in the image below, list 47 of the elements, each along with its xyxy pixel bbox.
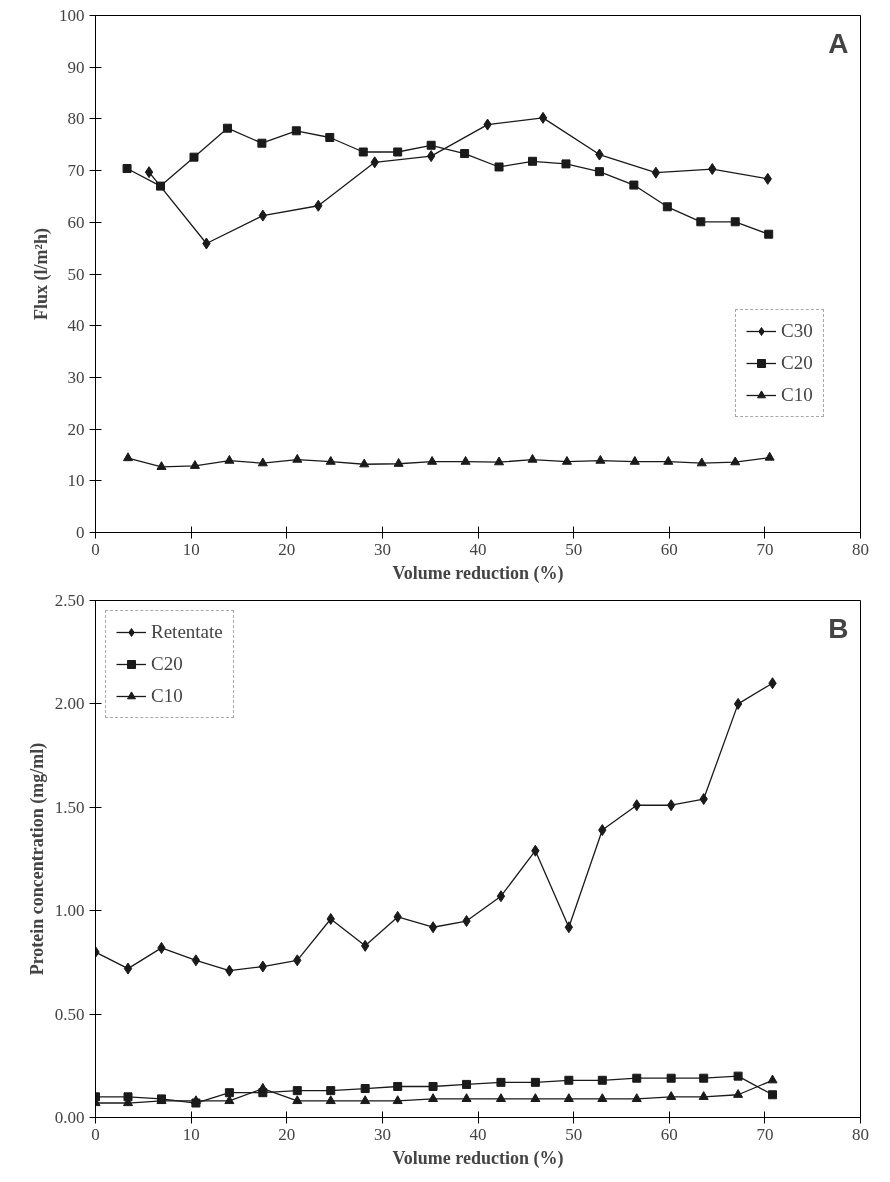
x-tick-label: 40 — [469, 539, 487, 559]
y-tick-label: 2.50 — [54, 591, 85, 610]
x-tick-label: 50 — [565, 1124, 583, 1144]
y-tick-label: 40 — [67, 316, 85, 336]
legend-label: C20 — [151, 653, 183, 675]
annotation: B — [828, 612, 849, 644]
y-tick-label: 20 — [67, 419, 85, 439]
y-tick-label: 30 — [67, 367, 85, 387]
y-tick-label: 2.00 — [54, 694, 85, 714]
y-tick-label: 10 — [67, 471, 85, 491]
y-tick-label: 60 — [67, 212, 85, 232]
x-tick-label: 80 — [852, 539, 869, 559]
legend-label: C30 — [781, 320, 813, 342]
x-tick-label: 70 — [756, 539, 774, 559]
x-tick-label: 60 — [660, 539, 678, 559]
y-tick-label: 1.50 — [54, 797, 85, 817]
y-tick-label: 90 — [67, 57, 85, 77]
x-tick-label: 30 — [373, 539, 391, 559]
x-axis-title: Volume reduction (%) — [392, 1147, 564, 1169]
legend-label: C20 — [781, 352, 813, 374]
legend-label: Retentate — [151, 621, 223, 643]
x-tick-label: 10 — [182, 539, 200, 559]
y-tick-label: 1.00 — [54, 901, 85, 921]
x-tick-label: 40 — [469, 1124, 487, 1144]
y-axis-title: Flux (l/m²h) — [31, 228, 52, 320]
x-tick-label: 60 — [660, 1124, 678, 1144]
y-tick-label: 0.00 — [54, 1108, 85, 1127]
y-tick-label: 70 — [67, 161, 85, 181]
y-tick-label: 50 — [67, 264, 85, 284]
x-tick-label: 0 — [91, 1124, 100, 1144]
x-tick-label: 20 — [278, 1124, 296, 1144]
legend-label: C10 — [151, 685, 183, 707]
x-tick-label: 30 — [373, 1124, 391, 1144]
y-tick-label: 80 — [67, 109, 85, 129]
x-tick-label: 0 — [91, 539, 100, 559]
x-tick-label: 70 — [756, 1124, 774, 1144]
x-axis-title: Volume reduction (%) — [392, 562, 564, 584]
y-tick-label: 0.50 — [54, 1004, 85, 1024]
y-tick-label: 100 — [59, 6, 85, 25]
x-tick-label: 50 — [565, 539, 583, 559]
x-tick-label: 10 — [182, 1124, 200, 1144]
y-axis-title: Protein concentration (mg/ml) — [26, 742, 48, 976]
y-tick-label: 0 — [76, 523, 85, 542]
annotation: A — [828, 27, 849, 59]
legend-label: C10 — [781, 384, 813, 406]
x-tick-label: 80 — [852, 1124, 869, 1144]
x-tick-label: 20 — [278, 539, 296, 559]
